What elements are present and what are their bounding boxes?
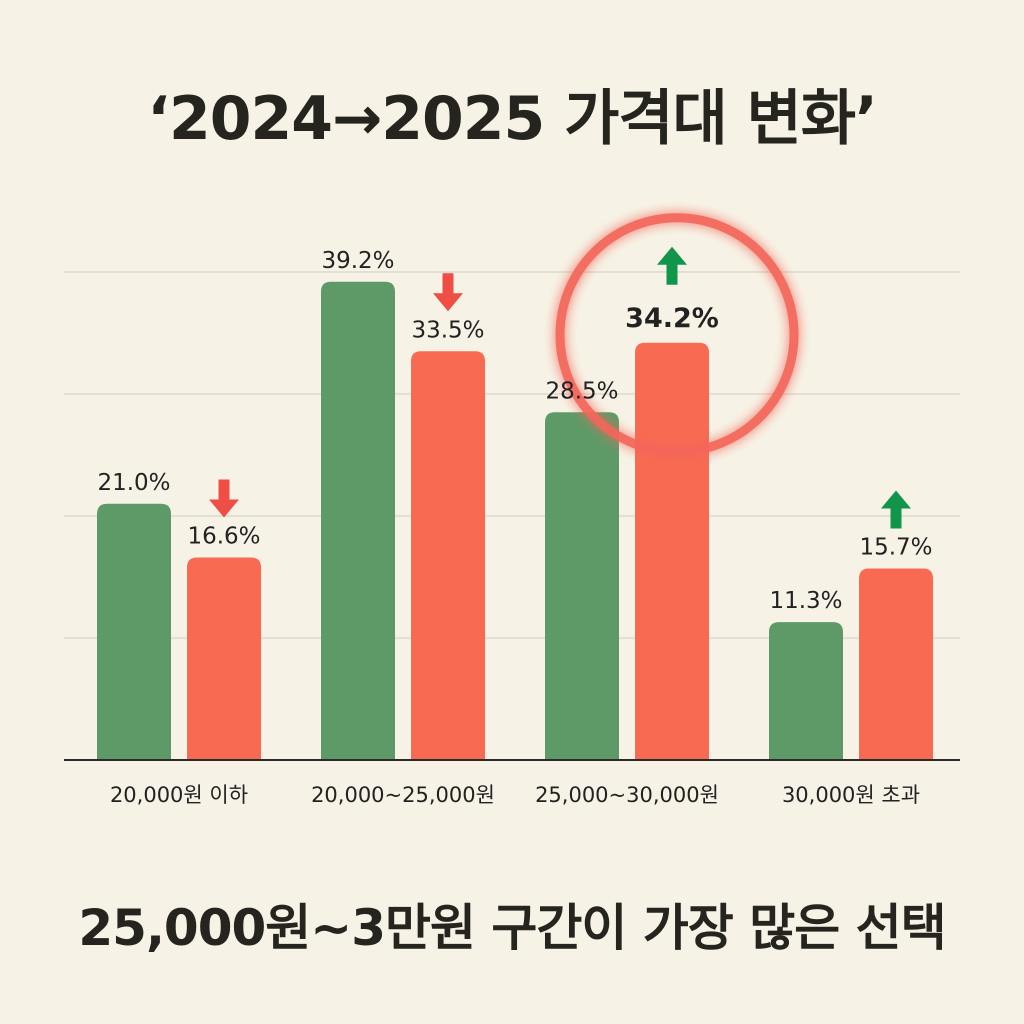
- bar-2024: [545, 412, 619, 760]
- down-arrow-icon: [433, 273, 463, 312]
- bar-2025: [187, 557, 261, 760]
- up-arrow-icon: [657, 246, 687, 285]
- bars: [97, 281, 933, 760]
- x-tick-labels: 20,000원 이하 20,000~25,000원 25,000~30,000원 30…: [110, 783, 920, 807]
- data-label: 15.7%: [859, 534, 932, 560]
- x-tick-label: 30,000원 초과: [782, 783, 920, 807]
- up-arrow-icon: [881, 490, 911, 529]
- bar-2024: [97, 503, 171, 760]
- data-label: 21.0%: [97, 470, 170, 496]
- down-arrow-icon: [209, 479, 239, 518]
- bar-2024: [769, 622, 843, 760]
- x-tick-label: 20,000~25,000원: [311, 783, 495, 807]
- data-label: 28.5%: [545, 378, 618, 404]
- highlight-ring-layer: [555, 213, 799, 457]
- x-tick-label: 20,000원 이하: [110, 783, 248, 807]
- chart-title: ‘2024→2025 가격대 변화’: [147, 84, 878, 154]
- bar-2025: [859, 568, 933, 760]
- data-label: 39.2%: [321, 248, 394, 274]
- value-labels: 21.0% 16.6% 39.2% 33.5% 28.5% 34.2% 11.3% 15.7%: [97, 248, 932, 614]
- data-label: 11.3%: [769, 588, 842, 614]
- data-label: 33.5%: [411, 317, 484, 343]
- highlight-ring: [555, 213, 799, 457]
- data-label: 34.2%: [625, 303, 719, 334]
- change-arrows: [209, 246, 911, 529]
- data-label: 16.6%: [187, 523, 260, 549]
- chart-footer-caption: 25,000원~3만원 구간이 가장 많은 선택: [78, 899, 946, 957]
- bar-2025: [635, 342, 709, 760]
- bar-2024: [321, 281, 395, 760]
- bar-2025: [411, 351, 485, 760]
- x-tick-label: 25,000~30,000원: [535, 783, 719, 807]
